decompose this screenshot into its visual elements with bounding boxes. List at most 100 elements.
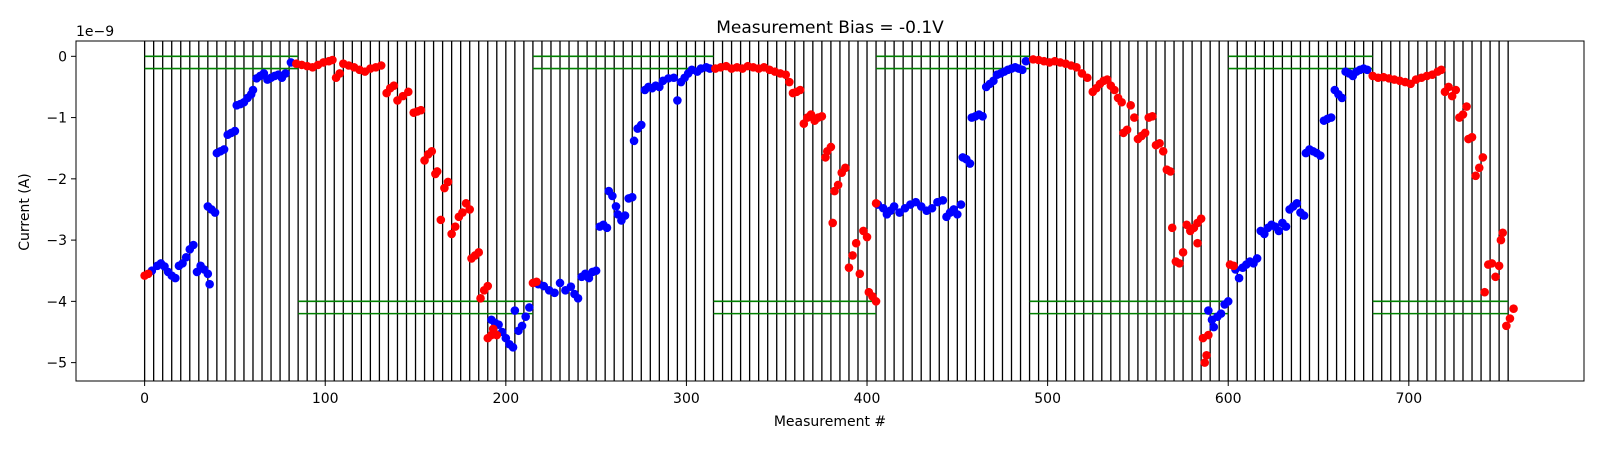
- blue-data-point: [210, 208, 220, 217]
- blue-data-point: [555, 278, 565, 288]
- x-tick-label: 300: [673, 391, 700, 407]
- red-data-point: [817, 112, 827, 121]
- red-data-point: [795, 85, 805, 95]
- blue-data-point: [1223, 297, 1233, 306]
- red-data-point: [862, 232, 872, 242]
- y-axis-offset-label: 1e−9: [76, 24, 114, 40]
- red-data-point: [1491, 272, 1500, 282]
- blue-data-point: [611, 202, 621, 211]
- red-data-point: [1072, 63, 1081, 72]
- red-data-point: [1166, 167, 1175, 176]
- red-data-point: [855, 269, 865, 279]
- red-data-point: [1204, 330, 1213, 340]
- y-tick-label: −5: [46, 356, 67, 372]
- y-tick-label: 0: [58, 49, 67, 65]
- red-data-point: [1193, 238, 1202, 248]
- red-data-point: [458, 208, 467, 217]
- red-data-point: [335, 69, 344, 78]
- blue-data-point: [669, 73, 679, 83]
- blue-data-point: [248, 85, 258, 95]
- x-tick-label: 100: [312, 391, 339, 407]
- red-data-point: [1083, 73, 1092, 83]
- blue-data-point: [230, 126, 240, 136]
- red-data-point: [1110, 85, 1119, 95]
- x-tick-label: 700: [1395, 391, 1422, 407]
- blue-data-point: [566, 282, 576, 291]
- red-data-point: [1502, 321, 1511, 331]
- blue-data-point: [1216, 309, 1226, 318]
- red-data-point: [1496, 235, 1506, 245]
- red-data-point: [1462, 102, 1471, 111]
- blue-data-point: [938, 195, 948, 205]
- y-axis-label: Current (A): [17, 173, 33, 251]
- blue-data-point: [591, 266, 601, 276]
- plot-area-frame: [75, 40, 1585, 382]
- x-tick-label: 600: [1215, 391, 1242, 407]
- red-data-point: [1200, 358, 1210, 367]
- blue-data-point: [965, 159, 975, 168]
- red-data-point: [483, 281, 493, 291]
- red-data-point: [376, 61, 386, 70]
- red-data-point: [1196, 214, 1206, 223]
- blue-data-point: [1018, 65, 1027, 75]
- blue-data-point: [608, 191, 617, 201]
- red-data-point: [143, 269, 153, 279]
- blue-data-point: [1274, 226, 1284, 236]
- blue-data-point: [1337, 93, 1347, 103]
- red-data-point: [1167, 223, 1177, 233]
- red-data-point: [389, 81, 399, 91]
- red-data-point: [1458, 110, 1468, 119]
- red-data-point: [492, 330, 502, 340]
- blue-data-point: [620, 211, 630, 220]
- blue-data-point: [1326, 113, 1336, 122]
- blue-data-point: [1021, 56, 1031, 66]
- blue-data-point: [517, 321, 527, 331]
- red-data-point: [1498, 228, 1508, 238]
- red-data-point: [1126, 101, 1135, 110]
- red-data-point: [1130, 113, 1139, 122]
- red-data-point: [1229, 261, 1238, 271]
- blue-data-point: [219, 145, 229, 154]
- red-data-point: [1480, 287, 1489, 297]
- red-data-point: [871, 297, 881, 306]
- blue-data-point: [889, 202, 899, 211]
- blue-data-point: [956, 200, 966, 209]
- x-tick-label: 500: [1034, 391, 1061, 407]
- blue-data-point: [1292, 199, 1302, 208]
- red-data-point: [404, 87, 413, 97]
- blue-data-point: [525, 303, 534, 312]
- y-axis-ticks: 0 −1 −2 −3 −4 −5: [46, 49, 76, 372]
- x-axis-ticks: 0 100 200 300 400 500 600 700: [140, 381, 1422, 407]
- blue-data-point: [1252, 254, 1262, 263]
- blue-data-point: [281, 69, 290, 78]
- blue-data-point: [181, 252, 191, 262]
- blue-data-point: [673, 96, 682, 105]
- red-data-point: [416, 105, 426, 115]
- y-tick-label: −3: [46, 233, 67, 249]
- red-data-point: [447, 229, 456, 239]
- blue-data-point: [171, 273, 180, 283]
- blue-data-point: [203, 269, 213, 279]
- red-data-point: [328, 55, 337, 65]
- x-axis-label: Measurement #: [774, 414, 886, 430]
- red-data-point: [1202, 350, 1211, 360]
- blue-data-point: [510, 306, 520, 315]
- chart-title: Measurement Bias = -0.1V: [716, 18, 944, 38]
- blue-data-point: [1209, 322, 1219, 332]
- red-data-point: [1474, 163, 1484, 173]
- blue-data-point: [978, 112, 987, 121]
- blue-data-point: [1204, 306, 1213, 315]
- red-data-point: [844, 263, 854, 272]
- red-data-point: [848, 251, 857, 260]
- red-data-point: [826, 142, 836, 152]
- red-data-point: [436, 215, 446, 225]
- red-data-point: [450, 222, 460, 231]
- blue-data-point: [629, 136, 639, 146]
- red-data-point: [828, 218, 838, 228]
- red-data-point: [1444, 82, 1453, 92]
- red-data-point: [1178, 248, 1188, 257]
- red-data-point: [1148, 112, 1157, 121]
- red-data-point: [427, 146, 437, 156]
- blue-data-point: [573, 293, 583, 303]
